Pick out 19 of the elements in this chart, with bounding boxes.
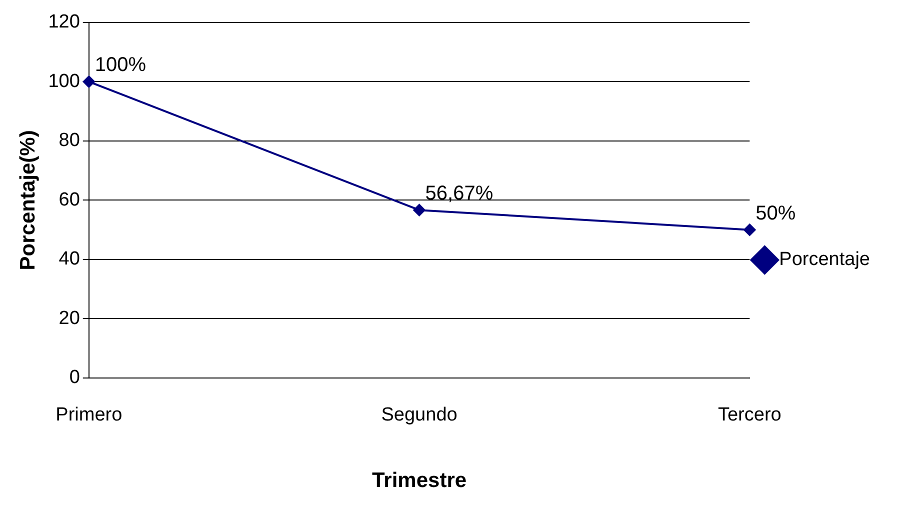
legend-label: Porcentaje [779, 249, 870, 270]
y-tick-label: 0 [69, 367, 80, 388]
y-tick-label: 40 [58, 248, 80, 270]
point [413, 204, 426, 216]
x-tick-label: Primero [56, 404, 122, 426]
y-axis-title: Porcentaje(%) [16, 130, 40, 270]
y-tick-label: 20 [58, 308, 80, 329]
y-tick-label: 60 [58, 189, 80, 210]
data-label: 100% [94, 54, 146, 76]
point [82, 76, 95, 88]
y-tick-label: 100 [48, 70, 80, 92]
data-label: 50% [756, 202, 796, 224]
x-tick-label: Tercero [718, 404, 782, 426]
y-tick-label: 80 [58, 130, 80, 152]
data-label: 56,67% [425, 182, 494, 205]
y-tick-label: 120 [48, 12, 80, 33]
x-tick-label: Segundo [381, 404, 458, 426]
point [744, 224, 756, 236]
x-axis-title: Trimestre [372, 469, 467, 492]
